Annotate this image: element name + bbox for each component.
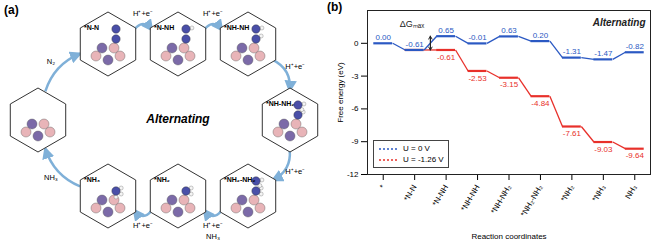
svg-text:H⁺+e⁻: H⁺+e⁻ (133, 9, 153, 18)
svg-text:H⁺+e⁻: H⁺+e⁻ (285, 167, 305, 176)
svg-text:*N-N: *N-N (84, 24, 99, 31)
svg-text:Reaction coordinates: Reaction coordinates (471, 232, 546, 241)
svg-text:-9: -9 (351, 137, 359, 146)
svg-text:-2.53: -2.53 (468, 74, 487, 83)
svg-text:(a): (a) (4, 3, 19, 17)
svg-text:-1.47: -1.47 (594, 49, 613, 58)
svg-text:-3.15: -3.15 (500, 80, 519, 89)
svg-text:H⁺+e⁻: H⁺+e⁻ (203, 9, 223, 18)
svg-text:-7.61: -7.61 (563, 129, 582, 138)
svg-text:0: 0 (354, 39, 359, 48)
svg-text:-0.01: -0.01 (468, 33, 487, 42)
svg-text:-9.64: -9.64 (626, 151, 645, 160)
svg-text:NH₃: NH₃ (206, 232, 220, 241)
svg-text:-0.61: -0.61 (437, 53, 456, 62)
svg-text:0.63: 0.63 (501, 26, 517, 35)
svg-text:-12: -12 (347, 170, 359, 179)
svg-text:*NH₂-NH₂: *NH₂-NH₂ (519, 183, 544, 218)
svg-text:-0.61: -0.61 (406, 40, 425, 49)
svg-text:NH₃: NH₃ (624, 183, 639, 200)
html-text:(b): (b) (327, 0, 343, 14)
svg-text:*N-NH: *N-NH (154, 24, 174, 31)
svg-text:*NH₂-NH₂: *NH₂-NH₂ (224, 176, 256, 183)
svg-text:H⁺+e⁻: H⁺+e⁻ (203, 221, 223, 230)
svg-text:ΔGₘₐₓ: ΔGₘₐₓ (400, 19, 424, 29)
svg-text:-0.82: -0.82 (626, 42, 645, 51)
svg-text:*NH₂: *NH₂ (154, 176, 170, 183)
svg-text:Alternating: Alternating (145, 112, 210, 126)
svg-text:*NH₃: *NH₃ (591, 183, 608, 203)
svg-text:NH₃: NH₃ (44, 173, 58, 182)
svg-text:-9.03: -9.03 (594, 145, 613, 154)
svg-text:-1.31: -1.31 (563, 47, 582, 56)
html-text:U = 0 V: U = 0 V (403, 144, 430, 153)
svg-text:H⁺+e⁻: H⁺+e⁻ (133, 221, 153, 230)
svg-text:H⁺+e⁻: H⁺+e⁻ (285, 62, 305, 71)
svg-text:*NH-NH: *NH-NH (459, 183, 481, 213)
svg-text:-6: -6 (351, 104, 359, 113)
svg-text:*: * (378, 183, 387, 190)
svg-text:*NH-NH: *NH-NH (224, 24, 249, 31)
svg-text:*NH-NH₂: *NH-NH₂ (266, 100, 294, 107)
svg-text:N₂: N₂ (47, 57, 55, 66)
svg-text:Alternating: Alternating (592, 17, 646, 28)
svg-text:*NH₂: *NH₂ (559, 183, 576, 203)
svg-text:*NH-NH₂: *NH-NH₂ (489, 183, 513, 215)
svg-text:-3: -3 (351, 72, 359, 81)
svg-text:*N-NH: *N-NH (431, 183, 450, 208)
html-text:U = -1.26 V: U = -1.26 V (403, 155, 444, 164)
svg-text:0.65: 0.65 (438, 26, 454, 35)
svg-text:0.00: 0.00 (375, 33, 391, 42)
svg-text:-4.84: -4.84 (531, 99, 550, 108)
svg-text:*NH₃: *NH₃ (84, 176, 100, 183)
svg-text:Free energy (eV): Free energy (eV) (336, 62, 345, 123)
svg-text:0.20: 0.20 (533, 31, 549, 40)
svg-text:*N-N: *N-N (402, 183, 419, 203)
